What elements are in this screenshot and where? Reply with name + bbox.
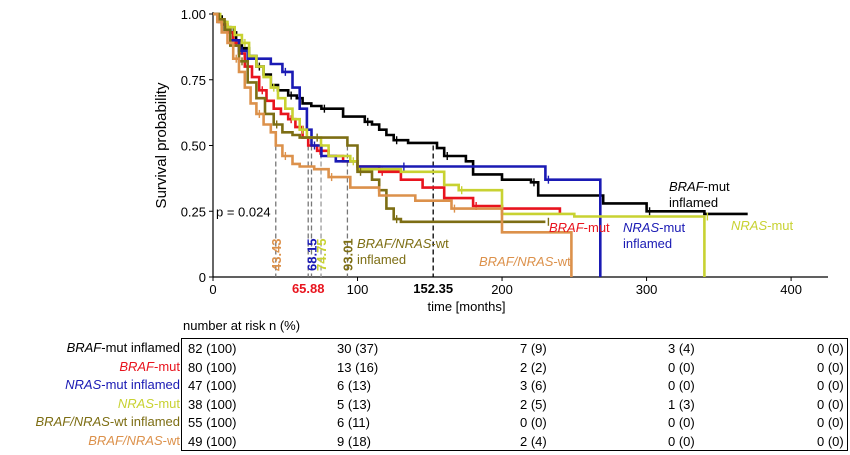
risk-cell: 0 (0) (817, 341, 844, 356)
y-axis-label: Survival probability (153, 82, 170, 208)
y-tick-label: 1.00 (181, 7, 206, 22)
curve-label-line2: inflamed (357, 252, 406, 267)
risk-cell: 55 (100) (188, 415, 237, 430)
risk-cell: 3 (6) (520, 378, 547, 393)
x-tick-label: 100 (347, 282, 369, 297)
risk-cell: 5 (13) (337, 396, 371, 412)
risk-table-title: number at risk n (%) (183, 318, 301, 333)
risk-row-label: NRAS-mut inflamed (65, 377, 180, 392)
risk-cell: 47 (100) (188, 378, 237, 393)
survival-curve (213, 12, 706, 277)
curve-label: BRAF/NRAS-wt (479, 254, 571, 269)
risk-cell: 0 (0) (668, 433, 695, 449)
median-label: 93.01 (340, 238, 355, 271)
risk-row-label: NRAS-mut (117, 395, 180, 411)
x-tick-label: 300 (636, 282, 658, 297)
risk-cell: 30 (37) (337, 341, 379, 356)
risk-row: 82 (100) 30 (37) 7 (9) 3 (4) 0 (0) (182, 341, 847, 359)
risk-row: 80 (100) 13 (16) 2 (2) 0 (0) 0 (0) (182, 360, 847, 378)
risk-cell: 6 (11) (337, 415, 370, 430)
curve-label-line2: inflamed (623, 236, 672, 251)
y-tick-label: 0.75 (181, 73, 206, 88)
x-tick-label: 0 (209, 282, 216, 297)
risk-cell: 9 (18) (337, 433, 371, 449)
survival-curve (213, 12, 602, 277)
risk-row-label: BRAF-mut inflamed (66, 340, 180, 355)
curve-label: NRAS-mut (731, 218, 794, 233)
x-tick-label: 400 (780, 282, 802, 297)
risk-cell: 0 (0) (817, 415, 844, 430)
risk-cell: 13 (16) (337, 359, 379, 375)
curve-label: NRAS-mut (623, 220, 686, 235)
risk-cell: 0 (0) (520, 415, 547, 430)
risk-cell: 7 (9) (520, 341, 547, 356)
median-label: 43.43 (269, 238, 284, 271)
curve-label: BRAF-mut (549, 220, 610, 235)
risk-cell: 82 (100) (188, 341, 237, 356)
risk-row-label: BRAF-mut (119, 358, 180, 374)
risk-row: 55 (100) 6 (11) 0 (0) 0 (0) 0 (0) (182, 415, 847, 433)
y-tick-label: 0.50 (181, 139, 206, 154)
risk-cell: 2 (2) (520, 359, 547, 375)
risk-table: 82 (100) 30 (37) 7 (9) 3 (4) 0 (0) 80 (100) 13… (181, 338, 848, 451)
y-tick-label: 0 (199, 270, 206, 285)
median-label: 74.75 (314, 238, 329, 271)
risk-cell: 38 (100) (188, 396, 237, 412)
risk-row: 47 (100) 6 (13) 3 (6) 0 (0) 0 (0) (182, 378, 847, 396)
risk-row-label: BRAF/NRAS-wt (88, 432, 180, 448)
x-tick-label: 200 (491, 282, 513, 297)
risk-cell: 0 (0) (817, 378, 844, 393)
risk-cell: 2 (4) (520, 433, 547, 449)
risk-row-label: BRAF/NRAS-wt inflamed (35, 414, 180, 429)
x-axis-label: time [months] (427, 299, 505, 314)
risk-cell: 0 (0) (668, 415, 695, 430)
median-label: 152.35 (413, 281, 453, 296)
curve-label: BRAF/NRAS-wt (357, 236, 449, 251)
risk-cell: 3 (4) (668, 341, 695, 356)
risk-cell: 0 (0) (817, 396, 844, 412)
curve-label: BRAF-mut (669, 179, 730, 194)
median-label: 65.88 (292, 281, 325, 296)
risk-cell: 0 (0) (668, 359, 695, 375)
risk-cell: 1 (3) (668, 396, 695, 412)
survival-curve (213, 12, 573, 277)
y-tick-label: 0.25 (181, 204, 206, 219)
risk-cell: 80 (100) (188, 359, 237, 375)
risk-cell: 0 (0) (817, 433, 844, 449)
risk-cell: 0 (0) (817, 359, 844, 375)
risk-row: 38 (100) 5 (13) 2 (5) 1 (3) 0 (0) (182, 397, 847, 415)
survival-curve (213, 12, 546, 224)
km-chart: 0 0.25 0.50 0.75 1.00 0 100 200 300 400 Survival p… (153, 7, 828, 314)
risk-row: 49 (100) 9 (18) 2 (4) 0 (0) 0 (0) (182, 434, 847, 452)
risk-cell: 0 (0) (668, 378, 695, 393)
p-value: p = 0.024 (216, 204, 271, 219)
risk-cell: 49 (100) (188, 433, 237, 449)
median-label: 68.15 (304, 238, 319, 271)
risk-cell: 6 (13) (337, 378, 371, 393)
risk-cell: 2 (5) (520, 396, 547, 412)
curve-label-line2: inflamed (669, 195, 718, 210)
